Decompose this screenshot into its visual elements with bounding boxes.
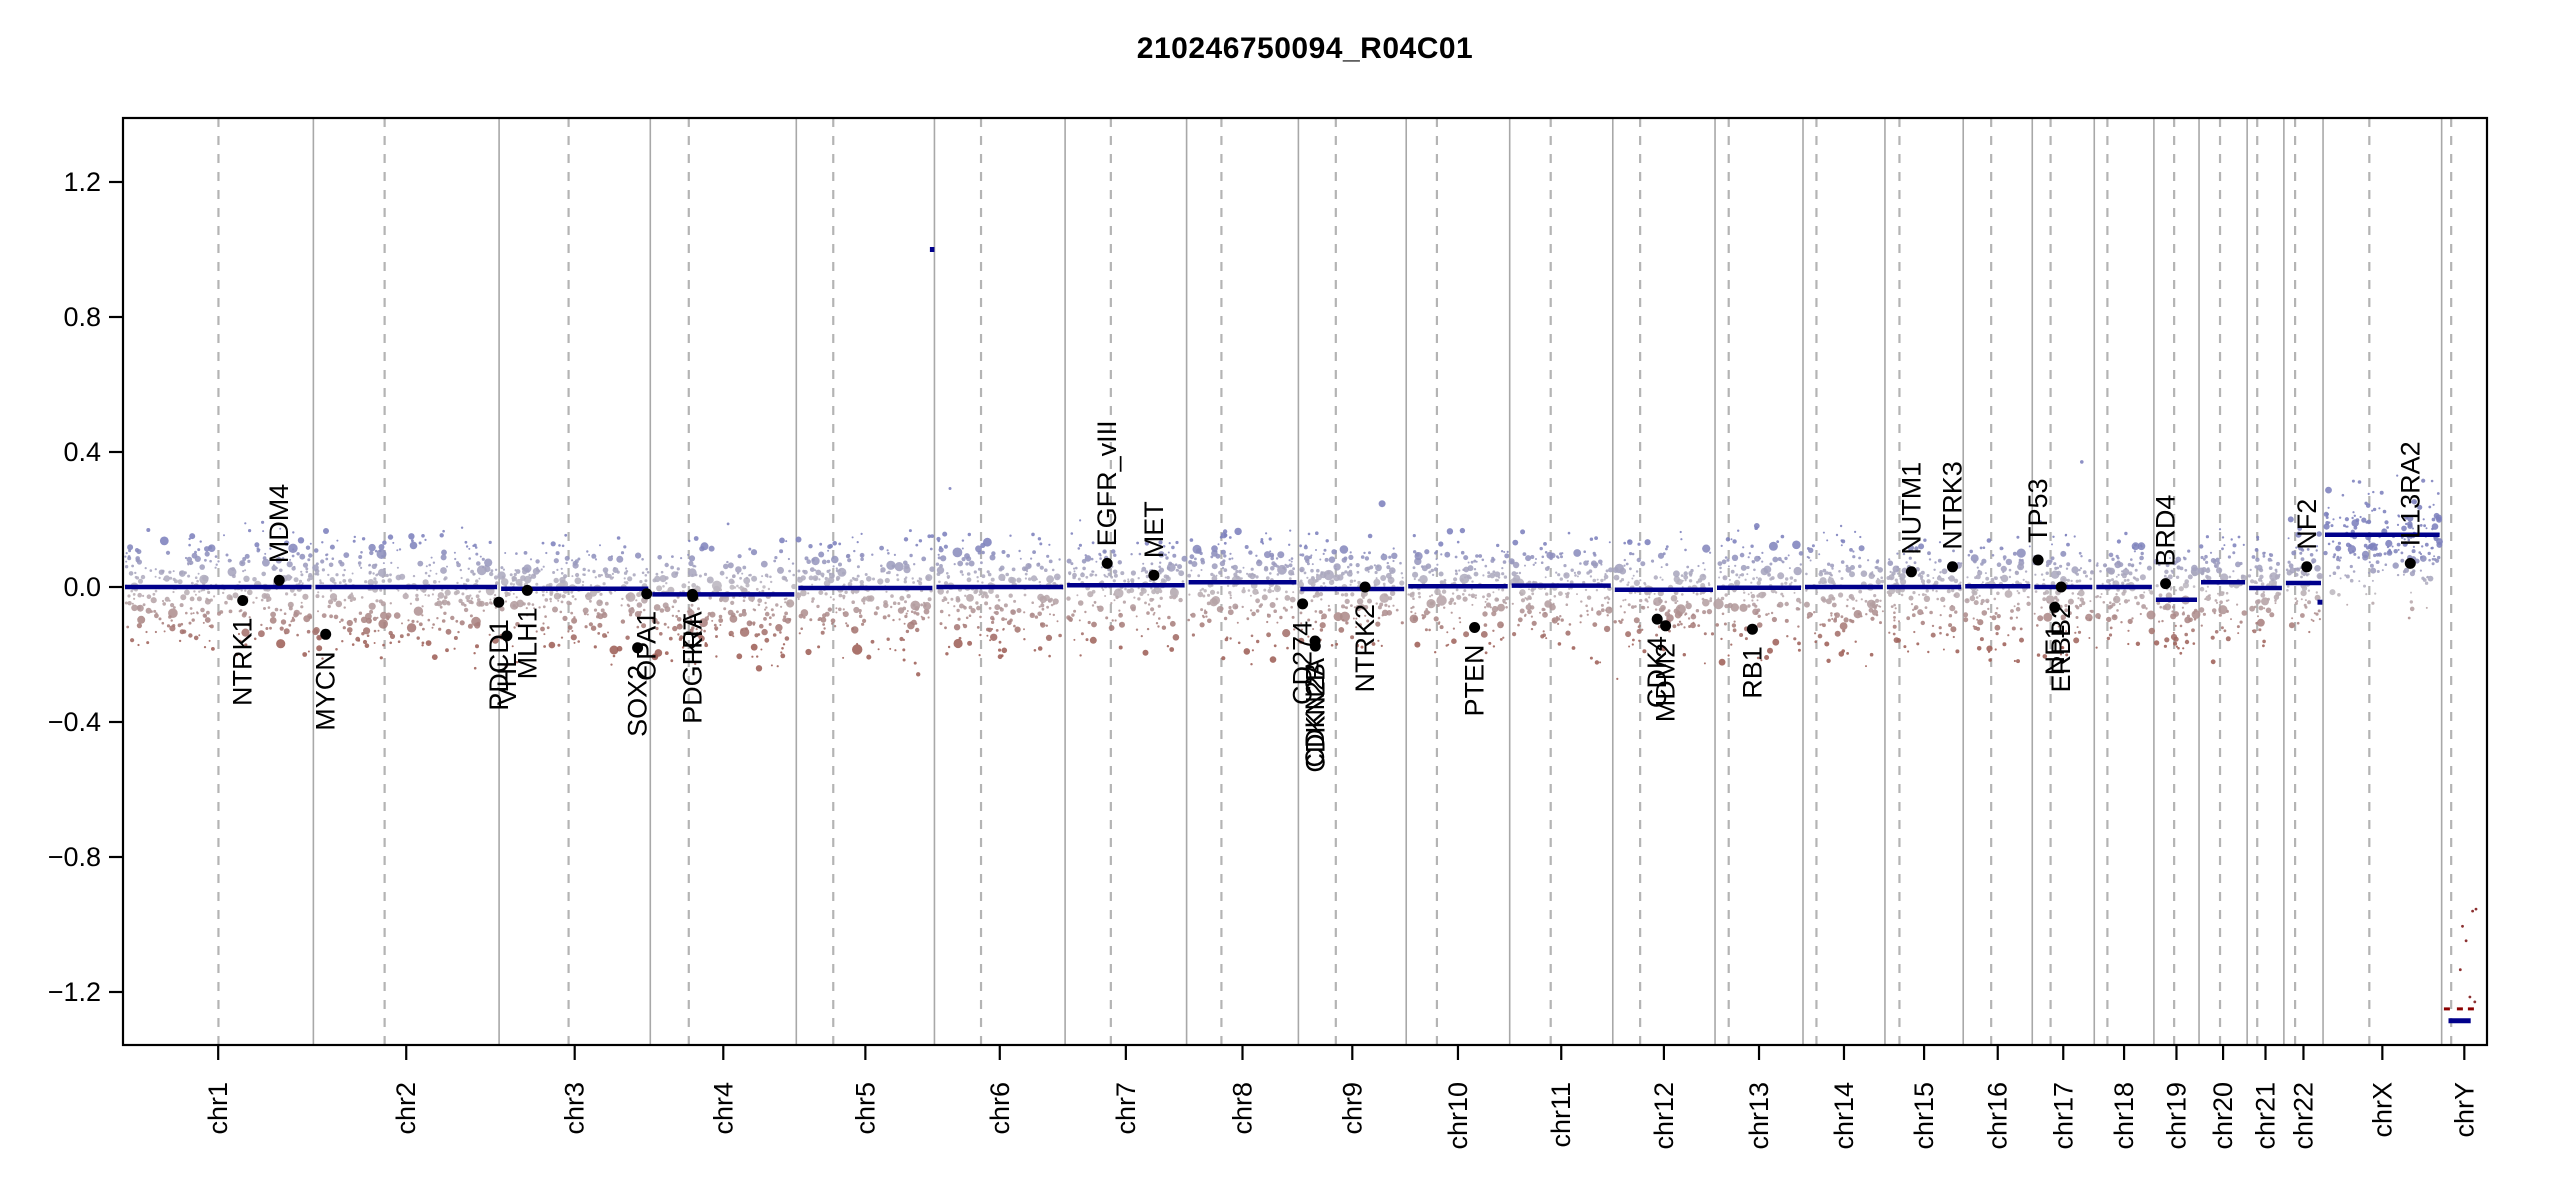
gene-label-CDKN2A: CDKN2A — [1300, 658, 1330, 768]
x-tick-label-chr2: chr2 — [391, 1082, 421, 1135]
y-tick-label-0: 0.0 — [63, 572, 101, 602]
gene-dot-NTRK1 — [237, 595, 249, 606]
chromosome-grid — [217, 118, 2453, 1045]
gene-label-MYCN: MYCN — [311, 651, 341, 731]
gene-label-OPA1: OPA1 — [632, 611, 662, 681]
gene-dot-MDM4 — [273, 574, 285, 586]
gene-label-KIT: KIT — [678, 614, 708, 656]
gene-dot-SOX2 — [632, 642, 644, 654]
gene-dot-MYCN — [320, 628, 332, 640]
gene-dot-NUTM1 — [1905, 566, 1917, 578]
x-tick-label-chr19: chr19 — [2162, 1082, 2192, 1150]
gene-dot-NF2 — [2301, 561, 2313, 573]
x-tick-label-chr20: chr20 — [2208, 1082, 2238, 1150]
x-tick-label-chr8: chr8 — [1228, 1082, 1258, 1135]
x-tick-label-chr10: chr10 — [1443, 1082, 1473, 1150]
y-axis: −1.2 −0.8 −0.4 0.0 0.4 0.8 1.2 — [48, 167, 123, 1007]
gene-dot-CDK4 — [1651, 613, 1663, 625]
x-tick-label-chr11: chr11 — [1546, 1082, 1576, 1148]
y-tick-label-0.4: 0.4 — [63, 437, 101, 467]
x-tick-label-chr5: chr5 — [850, 1082, 880, 1135]
gene-dot-TP53 — [2032, 554, 2044, 566]
gene-dot-BRD4 — [2160, 578, 2172, 590]
gene-label-NUTM1: NUTM1 — [1896, 462, 1926, 555]
gene-label-MDM2: MDM2 — [1651, 643, 1681, 723]
gene-dot-PTEN — [1469, 622, 1481, 633]
gene-dot-IL13RA2 — [2404, 557, 2416, 569]
gene-label-MLH1: MLH1 — [512, 607, 542, 679]
gene-dot-MDM2 — [1660, 620, 1672, 632]
x-tick-label-chr3: chr3 — [560, 1082, 590, 1135]
x-tick-label-chr15: chr15 — [1909, 1082, 1939, 1150]
x-tick-label-chr14: chr14 — [1829, 1082, 1859, 1150]
gene-label-ERBB2: ERBB2 — [2046, 604, 2076, 693]
gene-dot-OPA1 — [641, 588, 653, 600]
x-tick-label-chr12: chr12 — [1649, 1082, 1679, 1150]
segment-lines — [125, 247, 2476, 1024]
gene-label-SOX2: SOX2 — [623, 665, 653, 737]
gene-label-NTRK3: NTRK3 — [1938, 461, 1968, 550]
gene-dot-KIT — [687, 591, 699, 602]
gene-label-EGFR_vIII: EGFR_vIII — [1092, 420, 1122, 546]
x-tick-label-chr13: chr13 — [1744, 1082, 1774, 1150]
x-tick-label-chr1: chr1 — [203, 1082, 233, 1135]
gene-label-NF1: NF1 — [2040, 624, 2070, 675]
gene-label-BRD4: BRD4 — [2151, 495, 2181, 567]
gene-label-IL13RA2: IL13RA2 — [2395, 441, 2425, 546]
gene-label-TP53: TP53 — [2023, 478, 2053, 543]
x-tick-label-chr22: chr22 — [2289, 1082, 2319, 1150]
x-axis: chr1 chr2 chr3 chr4 chr5 chr6 chr7 chr8 chr9 chr1… — [203, 1045, 2479, 1150]
gene-dot-NTRK3 — [1947, 561, 1958, 573]
gene-dot-NTRK2 — [1359, 581, 1371, 593]
gene-dot-VHL — [501, 630, 513, 642]
x-tick-label-chr6: chr6 — [985, 1082, 1015, 1135]
plot-title: 210246750094_R04C01 — [1136, 32, 1474, 65]
gene-dot-MLH1 — [521, 584, 533, 596]
gene-label-CD274: CD274 — [1288, 621, 1318, 705]
gene-dot-NF1 — [2049, 601, 2061, 613]
gene-label-NF2: NF2 — [2292, 499, 2322, 550]
x-tick-label-chr9: chr9 — [1337, 1082, 1367, 1135]
gene-dot-CDKN2B — [1309, 640, 1321, 652]
gene-dot-PDCD1 — [493, 596, 505, 608]
x-tick-label-chr7: chr7 — [1111, 1082, 1141, 1135]
gene-label-NTRK1: NTRK1 — [228, 618, 258, 707]
x-tick-label-chr4: chr4 — [708, 1082, 738, 1135]
gene-label-NTRK2: NTRK2 — [1350, 604, 1380, 693]
gene-label-PDGFRA: PDGFRA — [677, 611, 707, 724]
x-tick-label-chr17: chr17 — [2048, 1082, 2078, 1150]
x-tick-label-chr16: chr16 — [1983, 1082, 2013, 1150]
plot-border — [121, 116, 2489, 1047]
y-tick-label-1.2: 1.2 — [63, 167, 101, 197]
x-tick-label-chrX: chrX — [2367, 1082, 2397, 1138]
gene-label-RB1: RB1 — [1737, 646, 1767, 699]
gene-label-VHL: VHL — [492, 653, 522, 706]
x-tick-label-chrY: chrY — [2449, 1082, 2479, 1138]
gene-dot-CD274 — [1297, 598, 1309, 610]
gene-label-CDKN2B: CDKN2B — [1300, 663, 1330, 773]
y-tick-label--0.8: −0.8 — [48, 842, 101, 872]
y-tick-label--1.2: −1.2 — [48, 977, 101, 1007]
gene-label-MDM4: MDM4 — [264, 484, 294, 564]
gene-label-MET: MET — [1139, 501, 1169, 558]
gene-dot-MET — [1148, 569, 1160, 581]
y-tick-label-0.8: 0.8 — [63, 302, 101, 332]
gene-dot-RB1 — [1746, 623, 1758, 635]
x-tick-label-chr18: chr18 — [2109, 1082, 2139, 1150]
x-tick-label-chr21: chr21 — [2251, 1082, 2281, 1150]
gene-label-CDK4: CDK4 — [1642, 636, 1672, 708]
gene-dot-EGFR_vIII — [1101, 557, 1113, 569]
gene-dot-ERBB2 — [2055, 581, 2067, 593]
gene-label-PTEN: PTEN — [1460, 645, 1490, 717]
y-tick-label--0.4: −0.4 — [48, 707, 101, 737]
